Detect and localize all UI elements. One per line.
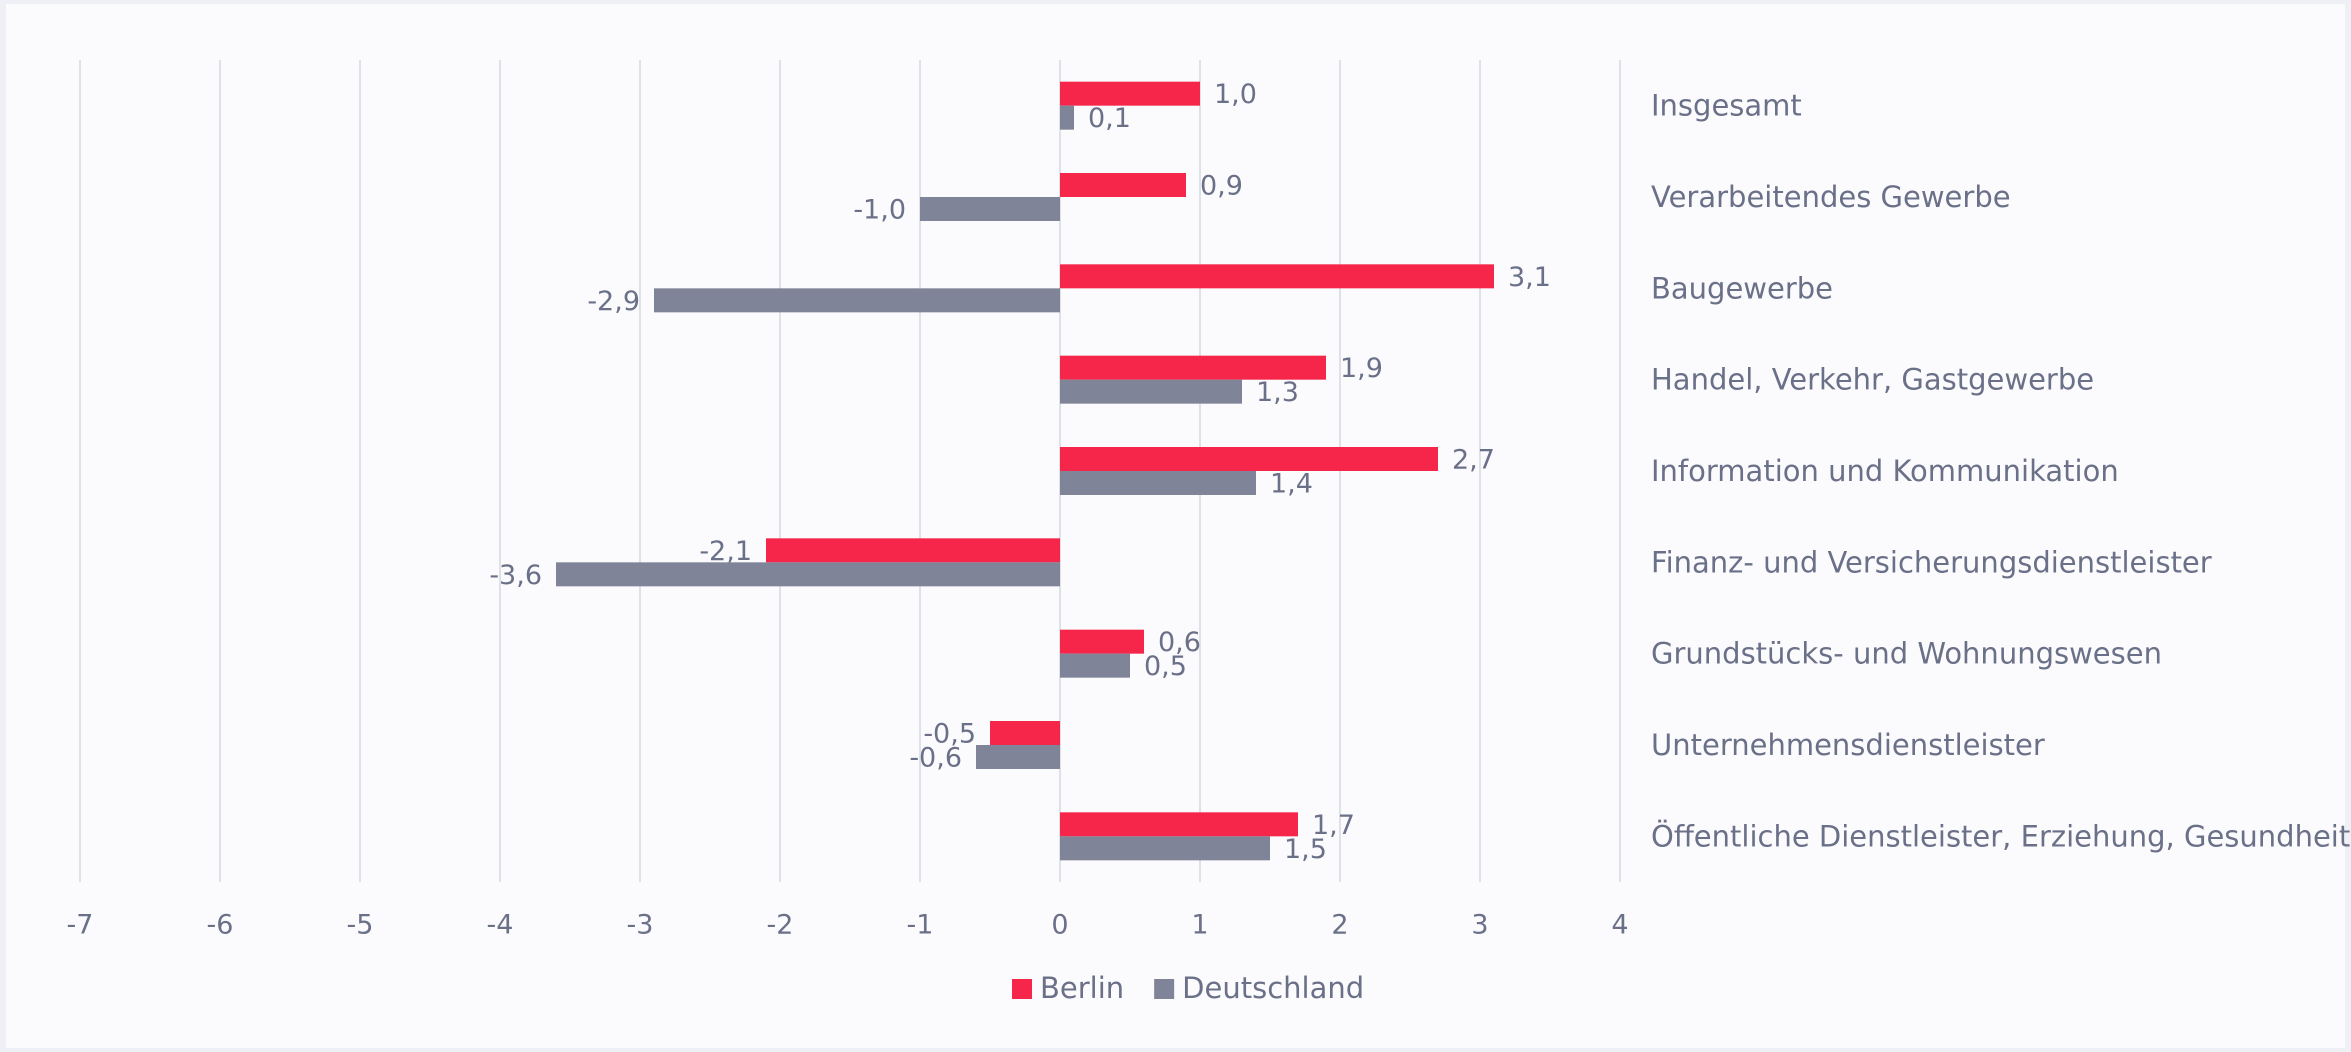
bar (1060, 471, 1256, 495)
x-tick-label: 1 (1191, 910, 1208, 941)
bar (1060, 81, 1200, 106)
bar (920, 197, 1060, 221)
bar (990, 721, 1060, 745)
category-label: Öffentliche Dienstleister, Erziehung, Ge… (1651, 819, 2350, 853)
bar (1060, 355, 1326, 380)
bar (1060, 379, 1242, 404)
bar (1060, 653, 1130, 678)
value-label: 1,0 (1214, 79, 1257, 110)
category-label: Baugewerbe (1651, 271, 1833, 305)
bar (1060, 836, 1270, 861)
value-label: 1,7 (1312, 810, 1355, 841)
bar (1060, 173, 1186, 197)
bar (1060, 812, 1298, 837)
value-label: 0,6 (1158, 627, 1201, 658)
x-tick-label: -4 (487, 910, 514, 941)
x-tick-label: 0 (1051, 910, 1068, 941)
x-tick-label: 3 (1471, 910, 1488, 941)
x-tick-label: -1 (907, 910, 934, 941)
legend-label: Berlin (1040, 971, 1124, 1005)
bar (1060, 264, 1494, 289)
category-label: Unternehmensdienstleister (1651, 728, 2045, 762)
bar (1060, 629, 1144, 654)
value-label: -3,6 (489, 560, 542, 591)
legend-swatch (1154, 979, 1175, 999)
value-label: -1,0 (853, 195, 906, 226)
legend-swatch (1012, 979, 1032, 999)
x-tick-label: 4 (1611, 910, 1628, 941)
category-label: Grundstücks- und Wohnungswesen (1651, 637, 2162, 671)
category-label: Finanz- und Versicherungsdienstleister (1651, 545, 2212, 579)
category-label: Verarbeitendes Gewerbe (1651, 180, 2011, 214)
value-label: 1,5 (1284, 834, 1327, 865)
category-label: Insgesamt (1651, 89, 1802, 123)
value-label: 1,4 (1270, 469, 1313, 500)
background (6, 4, 2345, 1048)
value-label: -0,6 (909, 743, 962, 774)
legend-label: Deutschland (1182, 971, 1364, 1005)
value-label: -2,1 (699, 536, 752, 567)
category-label: Handel, Verkehr, Gastgewerbe (1651, 363, 2094, 397)
x-tick-label: -7 (67, 910, 94, 941)
value-label: -2,9 (587, 286, 640, 317)
value-label: 1,3 (1256, 377, 1299, 408)
x-tick-label: -3 (627, 910, 654, 941)
x-tick-label: -5 (347, 910, 374, 941)
value-label: -0,5 (923, 719, 976, 750)
bar (1060, 447, 1438, 471)
x-tick-label: 2 (1331, 910, 1348, 941)
x-tick-label: -6 (207, 910, 234, 941)
bar (766, 538, 1060, 563)
value-label: 2,7 (1452, 445, 1495, 476)
category-label: Information und Kommunikation (1651, 454, 2119, 488)
bar (654, 288, 1060, 313)
value-label: 0,9 (1200, 171, 1243, 202)
bar (976, 745, 1060, 769)
value-label: 0,1 (1088, 103, 1131, 134)
x-tick-label: -2 (767, 910, 794, 941)
bar (1060, 105, 1074, 130)
value-label: 0,5 (1144, 651, 1187, 682)
bar (556, 562, 1060, 587)
value-label: 3,1 (1508, 262, 1551, 293)
value-label: 1,9 (1340, 353, 1383, 384)
